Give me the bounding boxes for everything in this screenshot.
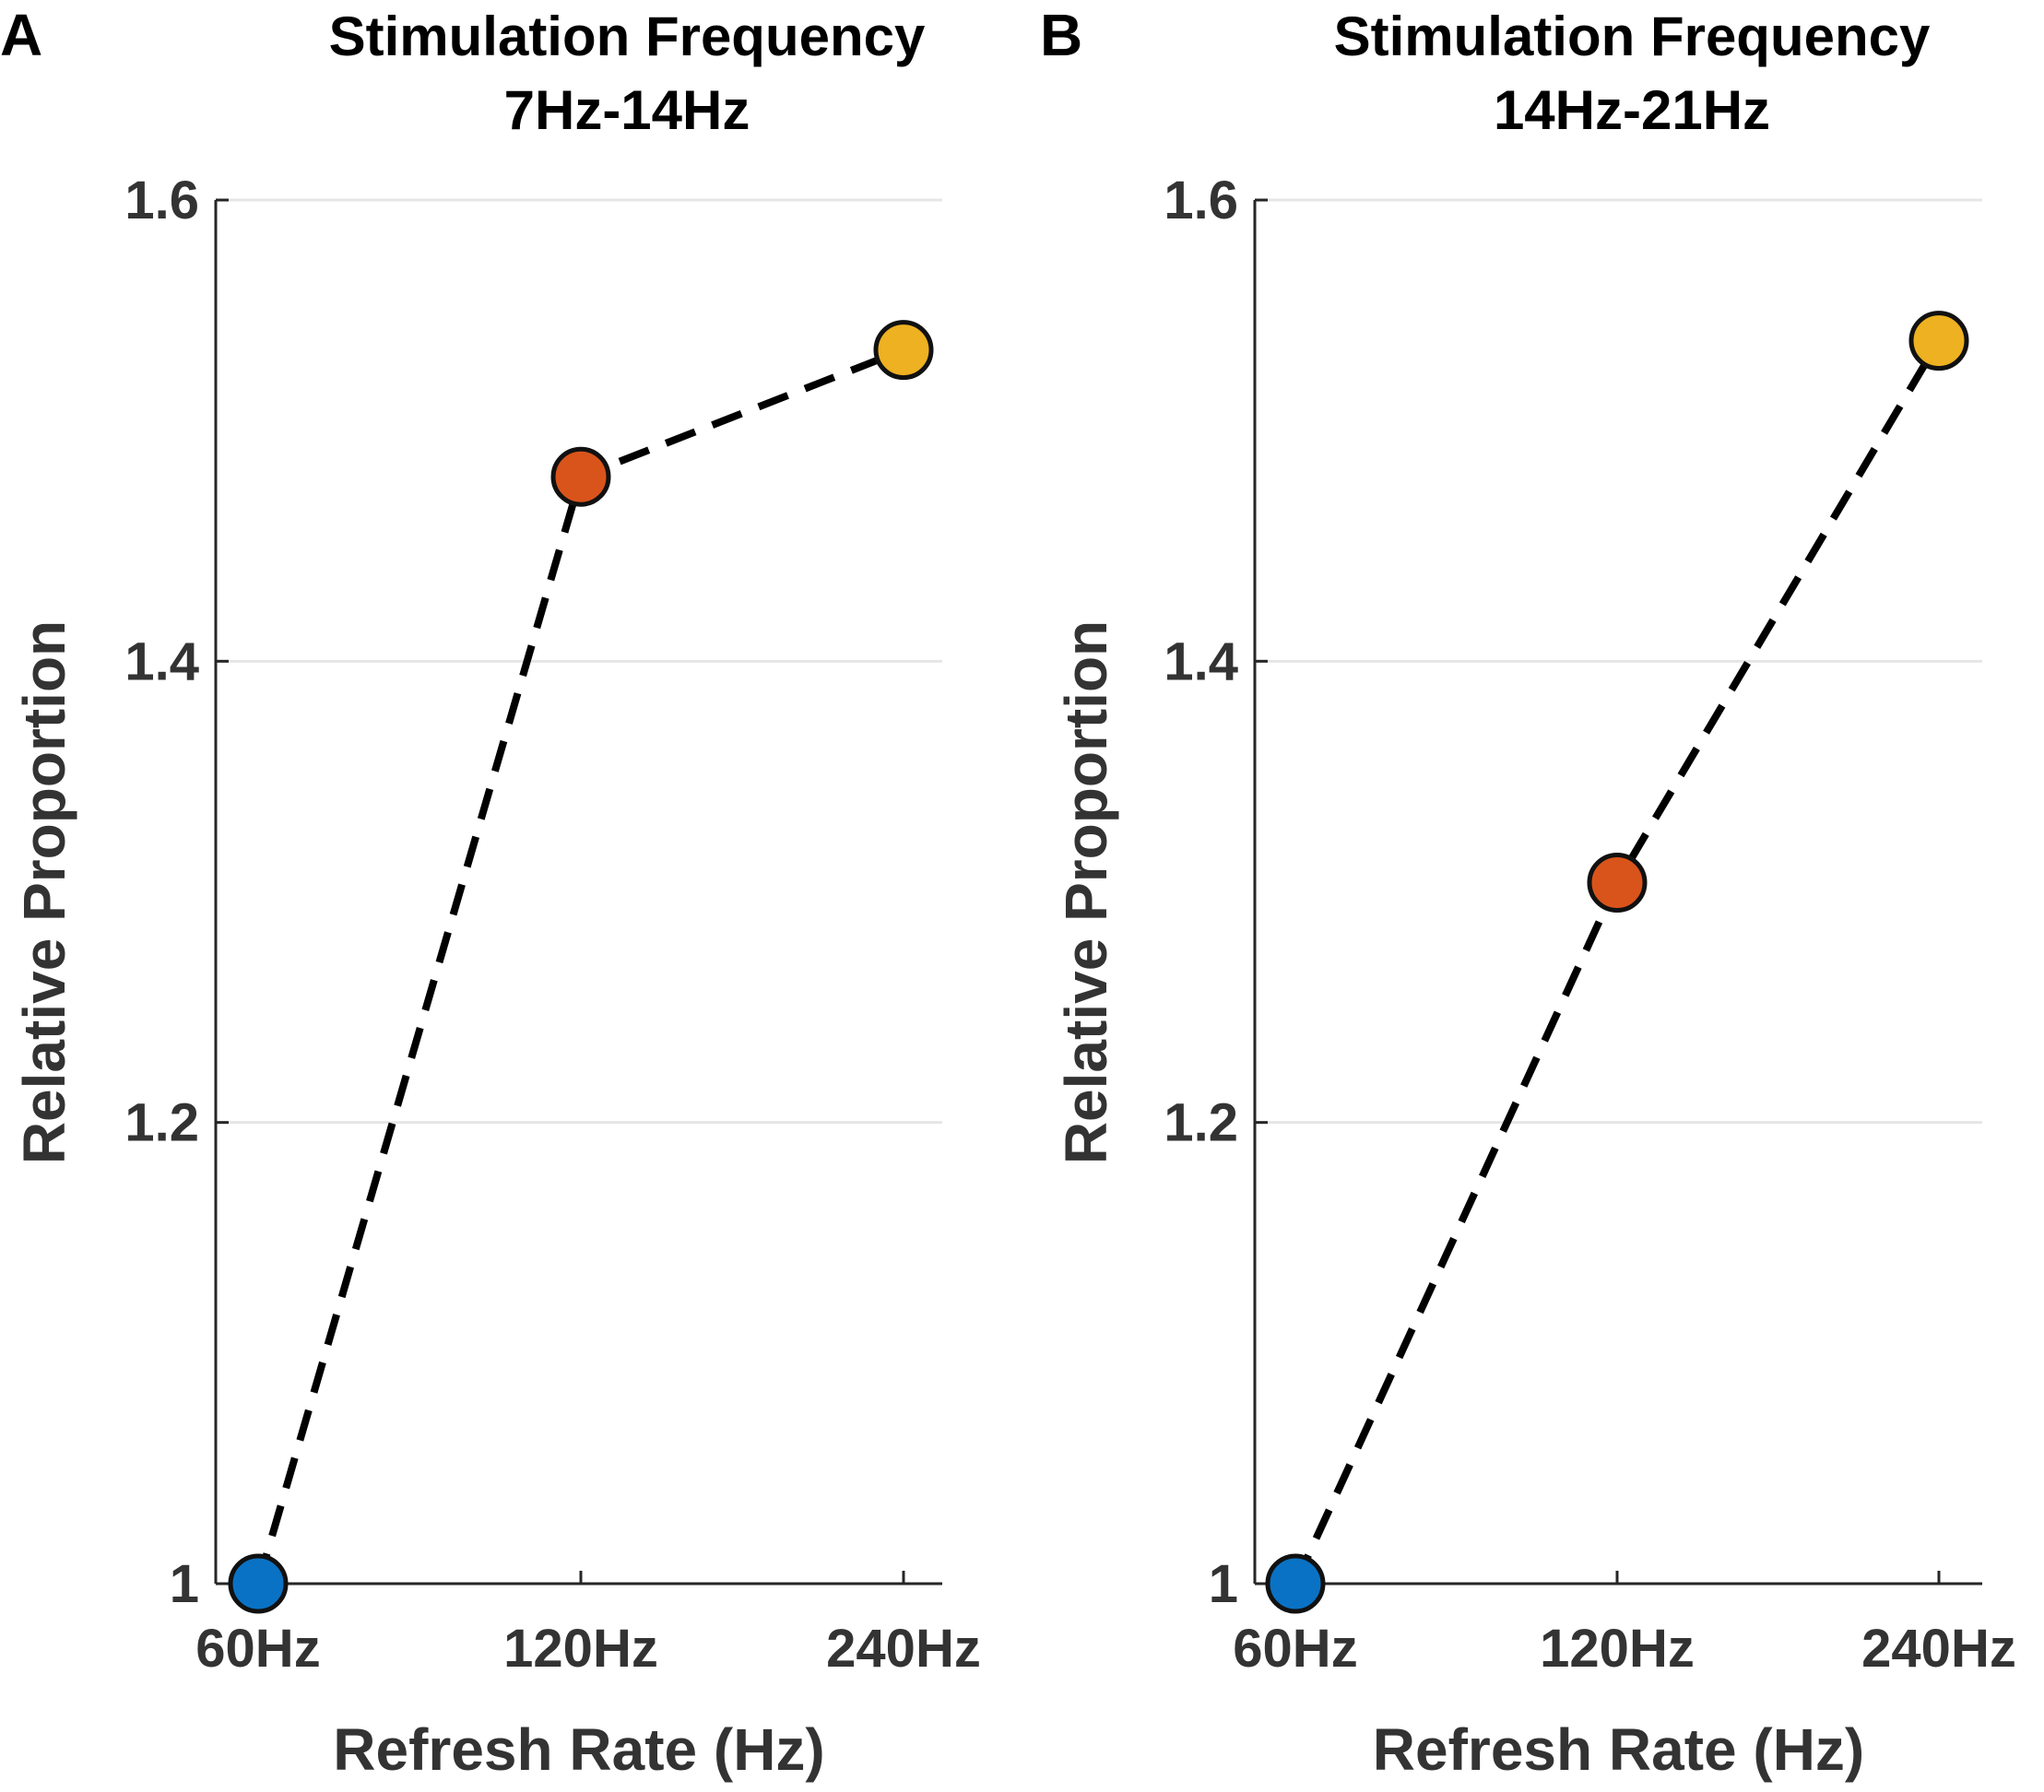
y-tick-label: 1.4: [124, 631, 199, 691]
y-tick-label: 1.4: [1164, 631, 1238, 691]
x-tick-label: 60Hz: [1233, 1619, 1357, 1679]
x-axis-label: Refresh Rate (Hz): [1373, 1716, 1864, 1783]
data-point: [1587, 852, 1648, 913]
panel-letter: A: [0, 2, 42, 68]
data-point: [228, 1553, 289, 1614]
data-point: [1265, 1553, 1326, 1614]
chart-title: Stimulation Frequency: [329, 6, 926, 67]
x-tick-label: 120Hz: [503, 1619, 658, 1679]
x-axis-label: Refresh Rate (Hz): [333, 1716, 824, 1783]
data-point: [1908, 311, 1969, 371]
y-tick-label: 1.6: [1164, 171, 1238, 230]
chart-title: Stimulation Frequency: [1334, 6, 1931, 67]
x-tick-label: 120Hz: [1540, 1619, 1695, 1679]
y-tick-label: 1.2: [124, 1093, 199, 1153]
y-tick-label: 1.2: [1164, 1093, 1238, 1153]
chart-panel-a: 1 1.2 1.4 1.6 60Hz 120Hz 240Hz A Stimulation Fre…: [0, 2, 981, 1783]
chart-panel-b: 1 1.2 1.4 1.6 60Hz 120Hz 240Hz B Stimulation Fre…: [1040, 2, 2016, 1783]
data-point: [873, 320, 934, 381]
y-tick-label: 1.6: [124, 171, 199, 230]
x-tick-label: 240Hz: [1861, 1619, 2016, 1679]
x-tick-label: 60Hz: [195, 1619, 320, 1679]
series-line: [254, 346, 905, 1586]
y-axis-label: Relative Proportion: [1053, 620, 1119, 1164]
x-tick-label: 240Hz: [826, 1619, 981, 1679]
panel-letter: B: [1040, 2, 1082, 68]
chart-subtitle: 7Hz-14Hz: [504, 79, 750, 141]
data-point: [550, 446, 611, 507]
y-tick-label: 1: [1209, 1554, 1238, 1614]
y-axis-label: Relative Proportion: [11, 620, 77, 1164]
series-line: [1292, 338, 1943, 1586]
chart-subtitle: 14Hz-21Hz: [1494, 79, 1770, 141]
y-tick-label: 1: [170, 1554, 199, 1614]
